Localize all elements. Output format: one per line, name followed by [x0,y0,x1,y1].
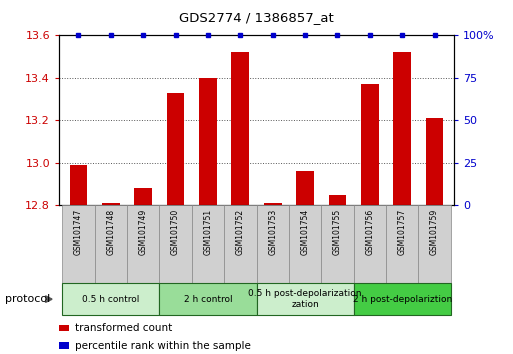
Text: GSM101751: GSM101751 [204,209,212,255]
Text: transformed count: transformed count [75,323,172,333]
Bar [199,78,217,205]
Bar [160,205,192,283]
Bar [224,205,256,283]
Text: GSM101752: GSM101752 [236,209,245,255]
Bar [419,205,451,283]
Bar [328,195,346,205]
Text: GSM101754: GSM101754 [301,209,309,256]
Bar [264,203,282,205]
Bar [296,171,314,205]
Bar [59,342,69,349]
Text: GSM101756: GSM101756 [365,209,374,256]
Bar [256,283,353,315]
Bar [289,205,321,283]
Bar [167,93,185,205]
Bar [62,205,94,283]
Bar [102,203,120,205]
Text: GSM101759: GSM101759 [430,209,439,256]
Text: 2 h post-depolariztion: 2 h post-depolariztion [352,295,452,304]
Bar [192,205,224,283]
Text: 0.5 h control: 0.5 h control [82,295,140,304]
Text: 2 h control: 2 h control [184,295,232,304]
Bar [321,205,353,283]
Text: percentile rank within the sample: percentile rank within the sample [75,341,251,351]
Text: protocol: protocol [5,294,50,304]
Text: GSM101747: GSM101747 [74,209,83,256]
Bar [70,165,87,205]
Text: GSM101757: GSM101757 [398,209,407,256]
Bar [386,205,419,283]
Bar [256,205,289,283]
Bar [353,205,386,283]
Bar [353,283,451,315]
Bar [393,52,411,205]
Bar [160,283,256,315]
Bar [94,205,127,283]
Bar [231,52,249,205]
Text: GSM101753: GSM101753 [268,209,277,256]
Text: GSM101750: GSM101750 [171,209,180,256]
Bar [127,205,160,283]
Text: GSM101748: GSM101748 [106,209,115,255]
Bar [426,118,443,205]
Text: 0.5 h post-depolarization
zation: 0.5 h post-depolarization zation [248,290,362,309]
Text: GDS2774 / 1386857_at: GDS2774 / 1386857_at [179,11,334,24]
Bar [59,325,69,331]
Bar [134,188,152,205]
Bar [361,84,379,205]
Text: GSM101755: GSM101755 [333,209,342,256]
Bar [62,283,160,315]
Text: GSM101749: GSM101749 [139,209,148,256]
